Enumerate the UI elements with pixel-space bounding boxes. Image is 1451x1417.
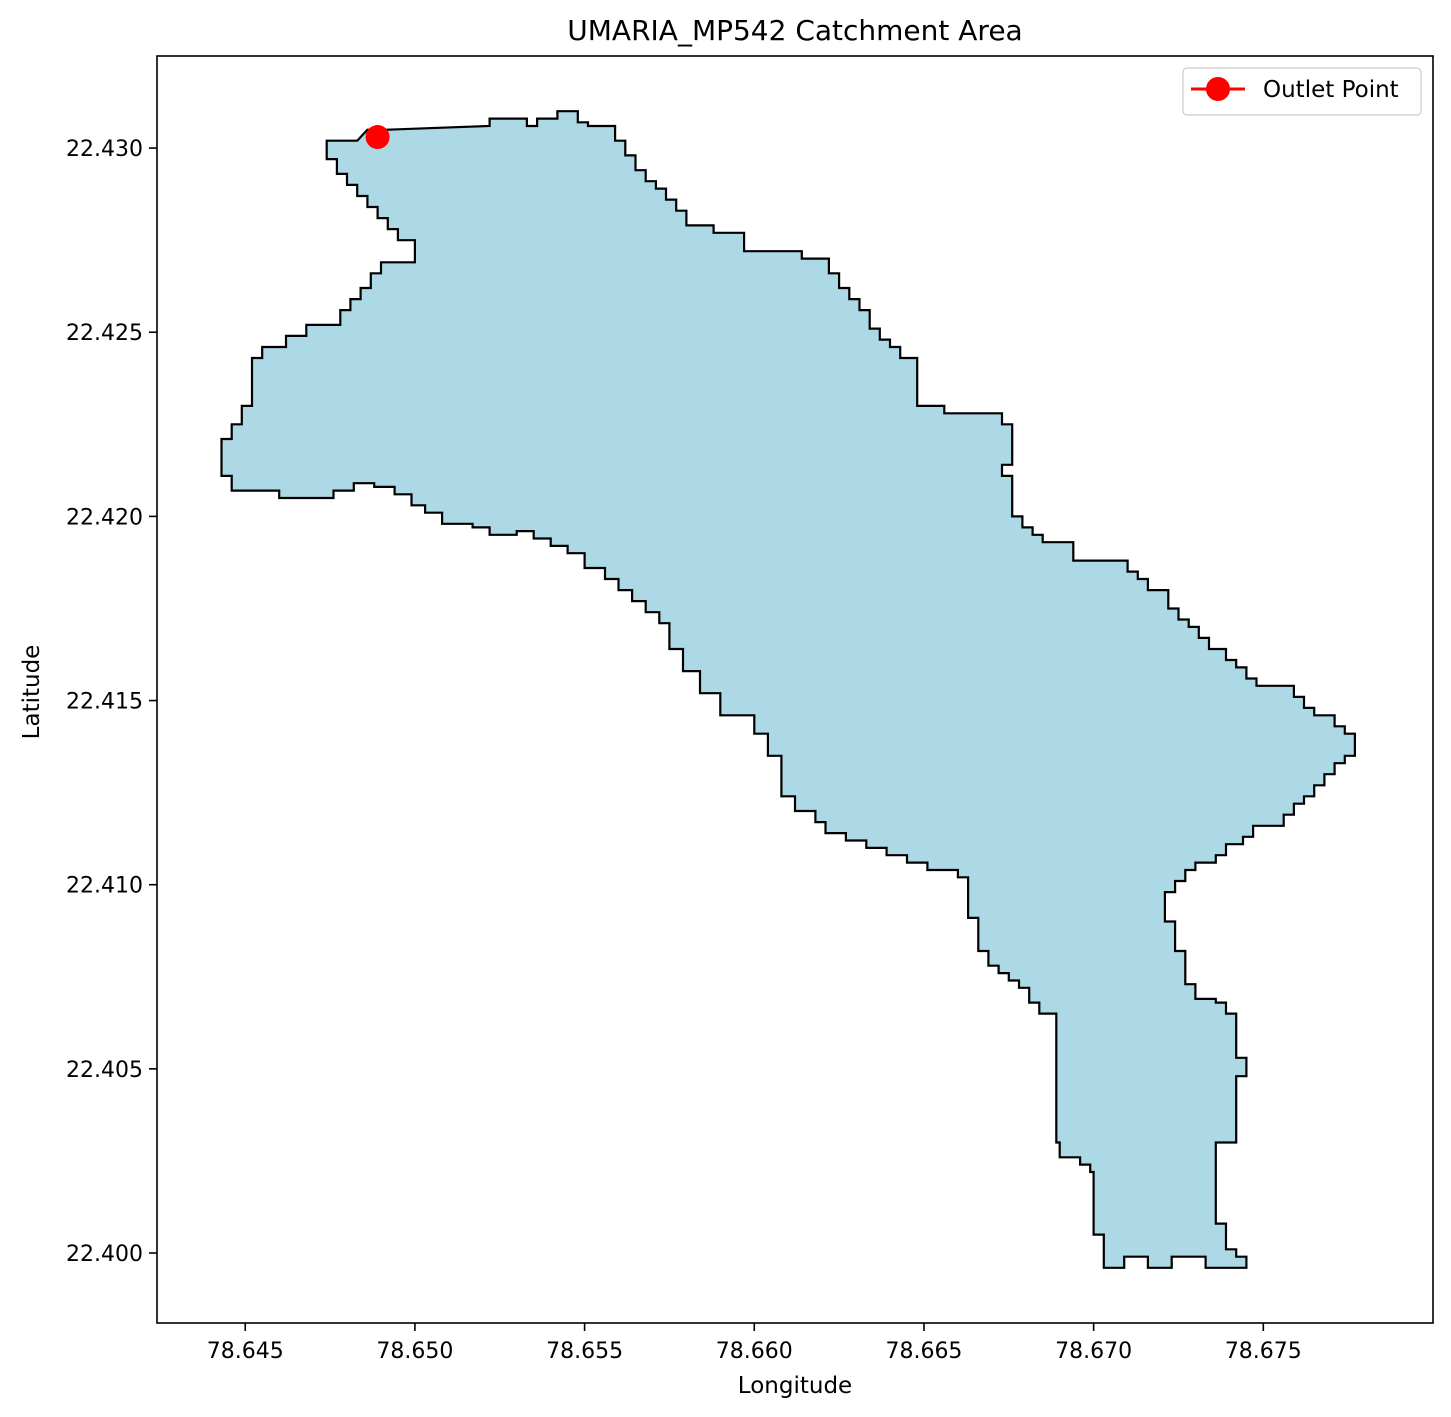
y-tick-label: 22.405 [66, 1058, 143, 1083]
y-tick-label: 22.430 [66, 137, 143, 162]
y-tick-label: 22.415 [66, 690, 143, 715]
x-tick-label: 78.645 [207, 1339, 284, 1364]
y-tick-label: 22.420 [66, 505, 143, 530]
x-tick-label: 78.660 [716, 1339, 793, 1364]
outlet-point-marker [365, 125, 390, 150]
legend: Outlet Point [1182, 67, 1422, 116]
x-tick-label: 78.670 [1055, 1339, 1132, 1364]
y-axis-ticks: 22.400 22.405 22.410 22.415 22.420 22.425 22.4… [66, 137, 157, 1267]
x-tick-label: 78.665 [885, 1339, 962, 1364]
x-axis-ticks: 78.645 78.650 78.655 78.660 78.665 78.670 78.6… [207, 1323, 1302, 1364]
y-axis-label: Latitude [19, 645, 45, 740]
x-tick-label: 78.655 [546, 1339, 623, 1364]
x-tick-label: 78.675 [1225, 1339, 1302, 1364]
legend-box [1182, 67, 1422, 116]
y-tick-label: 22.400 [66, 1242, 143, 1267]
axes-frame [156, 55, 1434, 1324]
legend-label: Outlet Point [1263, 77, 1399, 103]
x-tick-label: 78.650 [376, 1339, 453, 1364]
x-axis-label: Longitude [738, 1373, 852, 1399]
catchment-polygon [220, 110, 1357, 1269]
chart-title: UMARIA_MP542 Catchment Area [567, 14, 1022, 47]
plot-area [220, 110, 1357, 1269]
y-tick-label: 22.425 [66, 321, 143, 346]
legend-point-marker [1206, 77, 1230, 101]
y-tick-label: 22.410 [66, 874, 143, 899]
